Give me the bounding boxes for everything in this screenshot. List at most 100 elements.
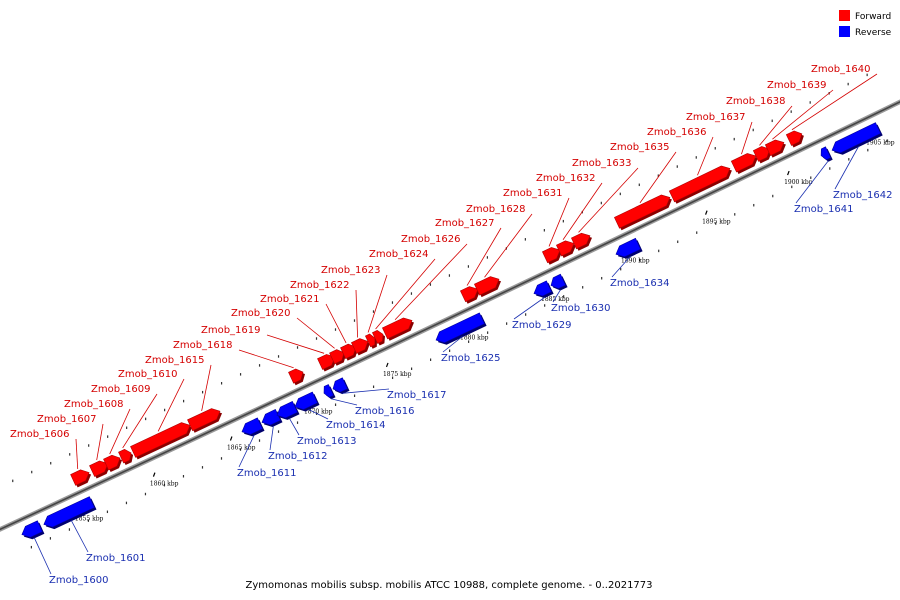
gene-arrow-zmob-1616[interactable]: [323, 384, 334, 398]
major-tick: [229, 436, 233, 441]
gene-label-zmob-1622[interactable]: Zmob_1622: [290, 280, 350, 291]
gene-label-zmob-1623[interactable]: Zmob_1623: [321, 265, 381, 276]
minor-tick: [258, 439, 261, 442]
gene-arrow-zmob-1621[interactable]: [340, 343, 357, 359]
gene-arrow-zmob-1606[interactable]: [70, 469, 90, 486]
gene-label-zmob-1614[interactable]: Zmob_1614: [326, 420, 386, 431]
gene-arrow-zmob-1614[interactable]: [294, 391, 318, 410]
gene-arrow-zmob-1615[interactable]: [187, 408, 221, 432]
gene-label-zmob-1636[interactable]: Zmob_1636: [647, 127, 707, 138]
leader-line: [289, 418, 300, 436]
minor-tick: [163, 483, 166, 487]
gene-arrow-zmob-1623[interactable]: [364, 333, 376, 348]
gene-label-zmob-1631[interactable]: Zmob_1631: [503, 188, 563, 199]
leader-line: [96, 423, 104, 461]
gene-arrow-zmob-1631[interactable]: [542, 247, 561, 264]
gene-label-zmob-1625[interactable]: Zmob_1625: [441, 353, 501, 364]
gene-arrow-zmob-1629[interactable]: [533, 280, 553, 297]
gene-label-zmob-1612[interactable]: Zmob_1612: [268, 451, 328, 462]
gene-label-zmob-1637[interactable]: Zmob_1637: [686, 112, 746, 123]
gene-arrow-zmob-1625[interactable]: [435, 312, 486, 344]
gene-label-zmob-1640[interactable]: Zmob_1640: [811, 64, 871, 75]
minor-tick: [715, 222, 717, 225]
gene-label-zmob-1634[interactable]: Zmob_1634: [610, 278, 670, 289]
gene-arrow-zmob-1617[interactable]: [332, 377, 348, 393]
leader-line: [548, 197, 570, 247]
gene-arrow-zmob-1630[interactable]: [550, 273, 567, 289]
gene-label-zmob-1639[interactable]: Zmob_1639: [767, 80, 827, 91]
gene-label-zmob-1608[interactable]: Zmob_1608: [64, 399, 124, 410]
minor-tick: [449, 349, 451, 352]
gene-arrow-zmob-1608[interactable]: [103, 454, 121, 471]
leader-line: [201, 364, 212, 412]
gene-arrow-zmob-1600[interactable]: [21, 520, 43, 538]
gene-arrow-zmob-1611[interactable]: [241, 417, 263, 435]
gene-arrow-zmob-1609[interactable]: [118, 448, 132, 464]
minor-tick: [164, 408, 166, 412]
gene-label-zmob-1621[interactable]: Zmob_1621: [260, 294, 320, 305]
gene-arrow-zmob-1628[interactable]: [473, 276, 500, 296]
gene-label-zmob-1624[interactable]: Zmob_1624: [369, 249, 429, 260]
gene-label-zmob-1619[interactable]: Zmob_1619: [201, 325, 261, 336]
gene-arrow-zmob-1626[interactable]: [381, 317, 413, 340]
minor-tick: [391, 376, 394, 380]
gene-label-zmob-1641[interactable]: Zmob_1641: [794, 204, 854, 215]
gene-arrow-zmob-1634[interactable]: [615, 237, 641, 258]
gene-label-zmob-1616[interactable]: Zmob_1616: [355, 406, 415, 417]
gene-label-zmob-1627[interactable]: Zmob_1627: [435, 218, 495, 229]
gene-label-zmob-1610[interactable]: Zmob_1610: [118, 369, 178, 380]
gene-arrow-zmob-1641[interactable]: [820, 146, 832, 161]
gene-arrow-zmob-1607[interactable]: [89, 460, 109, 477]
gene-label-zmob-1620[interactable]: Zmob_1620: [231, 308, 291, 319]
gene-arrow-zmob-1633[interactable]: [571, 232, 591, 250]
gene-label-zmob-1607[interactable]: Zmob_1607: [37, 414, 97, 425]
gene-arrow-zmob-1624[interactable]: [371, 330, 384, 344]
gene-arrow-zmob-1618[interactable]: [288, 368, 304, 384]
gene-label-zmob-1611[interactable]: Zmob_1611: [237, 468, 297, 479]
gene-arrow-zmob-1639[interactable]: [764, 139, 785, 157]
gene-arrow-zmob-1610[interactable]: [130, 422, 191, 458]
gene-label-zmob-1600[interactable]: Zmob_1600: [49, 575, 109, 586]
gene-label-zmob-1606[interactable]: Zmob_1606: [10, 429, 70, 440]
gene-label-zmob-1618[interactable]: Zmob_1618: [173, 340, 233, 351]
tick-label: 1865 kbp: [227, 445, 256, 452]
gene-label-zmob-1633[interactable]: Zmob_1633: [572, 158, 632, 169]
gene-label-zmob-1613[interactable]: Zmob_1613: [297, 436, 357, 447]
gene-arrow-zmob-1627[interactable]: [459, 286, 479, 303]
gene-arrow-zmob-1637[interactable]: [730, 153, 757, 173]
gene-arrow-zmob-1638[interactable]: [752, 146, 771, 162]
minor-tick: [771, 119, 773, 123]
gene-arrow-zmob-1632[interactable]: [556, 240, 575, 257]
gene-label-zmob-1635[interactable]: Zmob_1635: [610, 142, 670, 153]
tick-label: 1880 kbp: [460, 334, 489, 341]
gene-arrow-zmob-1636[interactable]: [668, 165, 731, 203]
gene-arrow-zmob-1622[interactable]: [350, 338, 369, 354]
gene-label-zmob-1615[interactable]: Zmob_1615: [145, 355, 205, 366]
minor-tick: [886, 139, 888, 143]
gene-label-zmob-1609[interactable]: Zmob_1609: [91, 384, 151, 395]
gene-label-zmob-1628[interactable]: Zmob_1628: [466, 204, 526, 215]
minor-tick: [429, 283, 432, 286]
gene-label-zmob-1626[interactable]: Zmob_1626: [401, 234, 461, 245]
gene-label-zmob-1601[interactable]: Zmob_1601: [86, 553, 146, 564]
gene-label-zmob-1617[interactable]: Zmob_1617: [387, 390, 447, 401]
gene-label-zmob-1630[interactable]: Zmob_1630: [551, 303, 611, 314]
gene-label-zmob-1632[interactable]: Zmob_1632: [536, 173, 596, 184]
minor-tick: [372, 385, 375, 389]
gene-arrow-zmob-1635[interactable]: [614, 194, 671, 229]
genome-track-line: [0, 100, 900, 531]
gene-arrow-zmob-1640[interactable]: [785, 130, 803, 146]
leader-line: [308, 409, 329, 420]
minor-tick: [12, 479, 14, 483]
minor-tick: [50, 461, 52, 465]
minor-tick: [658, 249, 660, 253]
gene-label-zmob-1642[interactable]: Zmob_1642: [833, 190, 893, 201]
gene-arrow-zmob-1620[interactable]: [329, 349, 345, 365]
gene-arrow-zmob-1642[interactable]: [831, 122, 882, 154]
gene-label-zmob-1638[interactable]: Zmob_1638: [726, 96, 786, 107]
legend-swatch-reverse: [839, 26, 850, 37]
gene-label-zmob-1629[interactable]: Zmob_1629: [512, 320, 572, 331]
minor-tick: [563, 295, 565, 298]
gene-arrow-zmob-1601[interactable]: [43, 496, 95, 528]
